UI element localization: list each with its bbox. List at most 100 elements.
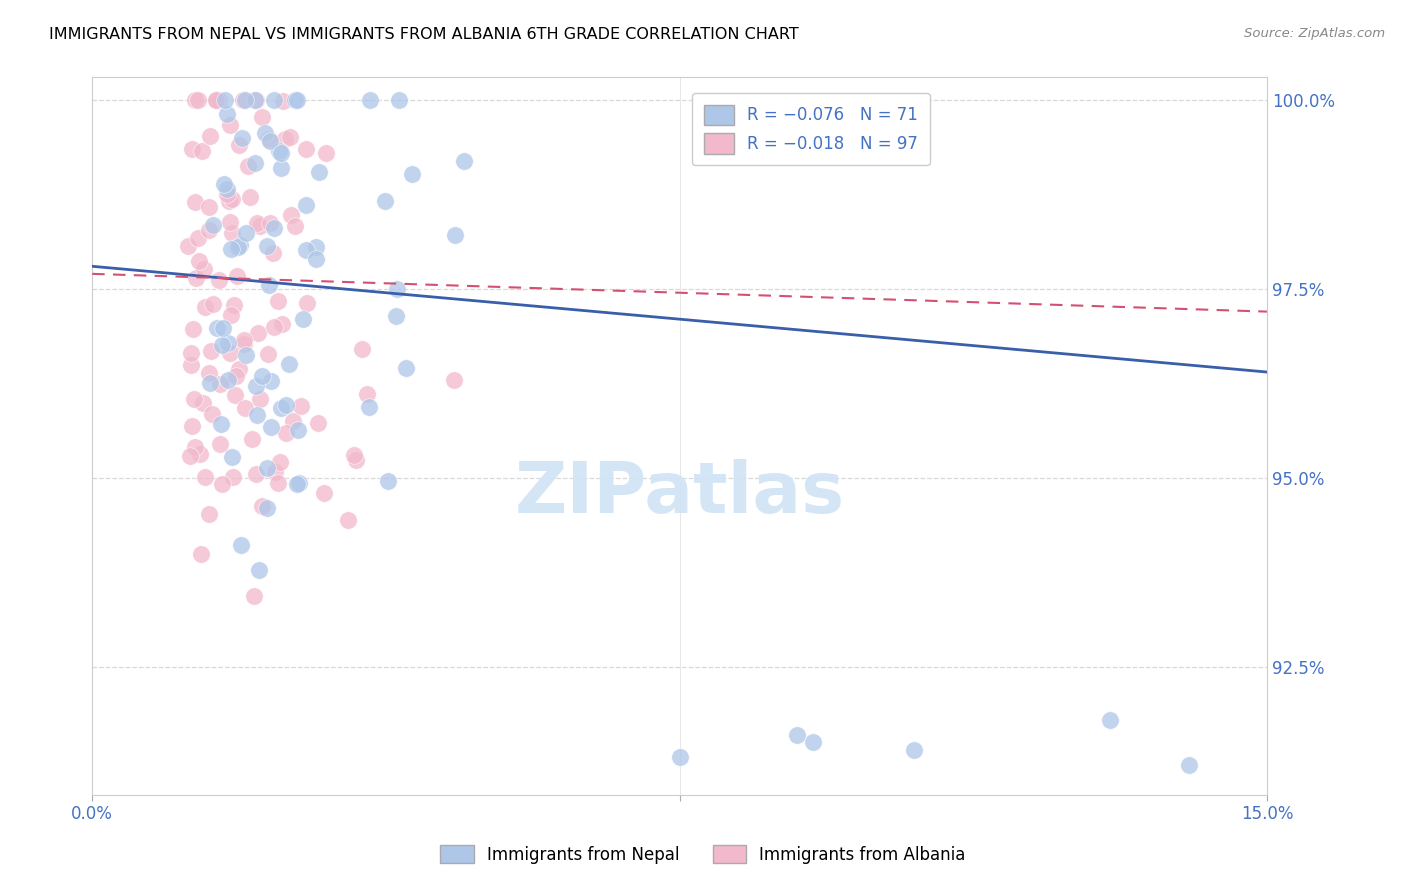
Point: [294, 143, 316, 157]
Point: [217, 335, 239, 350]
Point: [292, 312, 315, 326]
Point: [263, 319, 285, 334]
Point: [305, 240, 328, 254]
Point: [260, 374, 283, 388]
Point: [201, 407, 224, 421]
Point: [374, 194, 396, 209]
Point: [262, 246, 284, 260]
Point: [246, 216, 269, 230]
Point: [202, 297, 225, 311]
Point: [238, 159, 260, 173]
Point: [184, 270, 207, 285]
Point: [274, 398, 297, 412]
Point: [180, 346, 202, 360]
Point: [205, 93, 228, 107]
Point: [274, 132, 297, 146]
Point: [194, 300, 217, 314]
Point: [180, 142, 202, 156]
Point: [245, 379, 267, 393]
Point: [200, 343, 222, 358]
Point: [336, 513, 359, 527]
Point: [245, 93, 267, 107]
Point: [215, 182, 238, 196]
Point: [201, 218, 224, 232]
Point: [270, 401, 292, 415]
Point: [269, 144, 291, 158]
Point: [212, 321, 235, 335]
Point: [225, 368, 247, 383]
Point: [443, 373, 465, 387]
Point: [278, 358, 301, 372]
Point: [245, 467, 267, 482]
Point: [276, 426, 298, 441]
Point: [267, 294, 290, 309]
Point: [312, 486, 335, 500]
Point: [270, 161, 292, 176]
Point: [307, 416, 329, 430]
Point: [256, 500, 278, 515]
Point: [179, 359, 201, 373]
Point: [221, 243, 243, 257]
Point: [228, 361, 250, 376]
Point: [197, 201, 219, 215]
Point: [188, 254, 211, 268]
Point: [242, 589, 264, 603]
Point: [801, 735, 824, 749]
Point: [250, 368, 273, 383]
Point: [193, 262, 215, 277]
Point: [271, 317, 294, 331]
Point: [1177, 757, 1199, 772]
Point: [297, 295, 319, 310]
Point: [281, 414, 304, 428]
Point: [179, 450, 201, 464]
Point: [269, 455, 291, 469]
Point: [235, 226, 257, 240]
Point: [187, 93, 209, 107]
Point: [350, 343, 373, 357]
Point: [194, 470, 217, 484]
Point: [215, 187, 238, 202]
Point: [177, 239, 200, 253]
Point: [214, 93, 236, 107]
Point: [257, 132, 280, 146]
Point: [253, 126, 276, 140]
Point: [221, 450, 243, 464]
Point: [191, 144, 214, 158]
Point: [221, 227, 243, 241]
Point: [232, 336, 254, 351]
Point: [231, 131, 253, 145]
Point: [233, 333, 256, 347]
Point: [235, 348, 257, 362]
Point: [226, 269, 249, 284]
Point: [401, 167, 423, 181]
Point: [198, 507, 221, 521]
Point: [233, 93, 256, 107]
Point: [394, 360, 416, 375]
Point: [256, 460, 278, 475]
Point: [233, 401, 256, 416]
Point: [270, 146, 292, 161]
Point: [247, 563, 270, 577]
Point: [387, 282, 409, 296]
Point: [250, 500, 273, 514]
Point: [263, 465, 285, 479]
Point: [344, 452, 367, 467]
Point: [259, 216, 281, 230]
Point: [208, 273, 231, 287]
Point: [188, 447, 211, 461]
Text: ZIPatlas: ZIPatlas: [515, 459, 845, 528]
Legend: R = −0.076   N = 71, R = −0.018   N = 97: R = −0.076 N = 71, R = −0.018 N = 97: [692, 93, 929, 165]
Point: [183, 392, 205, 407]
Point: [249, 219, 271, 233]
Point: [208, 437, 231, 451]
Point: [668, 750, 690, 764]
Point: [256, 238, 278, 252]
Point: [184, 93, 207, 107]
Point: [388, 93, 411, 107]
Point: [252, 110, 274, 124]
Point: [285, 93, 308, 107]
Point: [260, 420, 283, 434]
Point: [305, 252, 328, 266]
Point: [211, 338, 233, 352]
Point: [1099, 713, 1122, 727]
